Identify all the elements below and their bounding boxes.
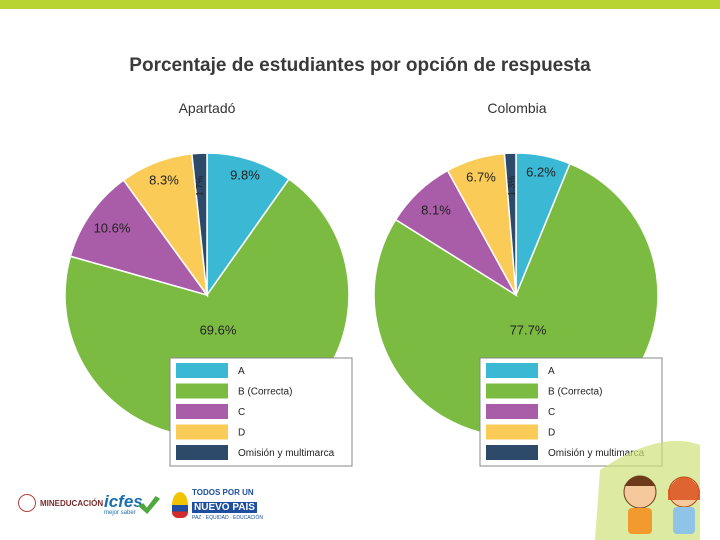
legend-label-c: C	[548, 407, 555, 418]
mineducacion-logo: MINEDUCACIÓN	[18, 494, 103, 512]
boy-hair-icon	[624, 476, 656, 486]
boy-shirt-icon	[628, 508, 652, 534]
legend-label-b-correcta: B (Correcta)	[238, 387, 292, 398]
girl-hair-icon	[668, 477, 700, 500]
pie-chart-colombia: Colombia 6.2% 77.7% 8.1% 6.7% 1.3% A B (Correct…	[373, 100, 663, 467]
top-accent-stripe	[0, 0, 720, 9]
icfes-logo: icfes mejor saber	[104, 492, 160, 516]
icfes-label: icfes	[104, 492, 143, 511]
data-label-b-correcta: 77.7%	[510, 322, 547, 337]
mineducacion-label: MINEDUCACIÓN	[40, 498, 104, 508]
legend-label-omision-y-multimarca: Omisión y multimarca	[548, 448, 645, 459]
legend-swatch-d	[486, 424, 538, 440]
girl-dress-icon	[673, 507, 695, 534]
data-label-b-correcta: 69.6%	[200, 322, 237, 337]
legend-label-d: D	[548, 428, 555, 439]
legend-swatch-c	[486, 404, 538, 419]
legend-label-a: A	[548, 366, 555, 377]
pie-slice-omision-y-multimarca	[191, 152, 208, 296]
pie-slice-a	[206, 152, 291, 298]
legend-swatch-a	[486, 363, 538, 378]
legend-label-b-correcta: B (Correcta)	[548, 387, 602, 398]
legend-label-a: A	[238, 366, 245, 377]
pais-line3: PAZ · EQUIDAD · EDUCACIÓN	[192, 515, 264, 521]
legend-label-d: D	[238, 428, 245, 439]
kids-illustration	[595, 440, 700, 540]
legend-swatch-b-correcta	[176, 383, 228, 399]
pie-chart-apartado: Apartadó 9.8% 69.6% 10.6% 8.3% 1.7% A B (Correc…	[64, 100, 353, 467]
pie-title: Colombia	[487, 100, 546, 116]
legend-swatch-a	[176, 363, 228, 378]
legend-swatch-b-correcta	[486, 383, 538, 399]
data-label-c: 8.1%	[421, 202, 451, 217]
legend-swatch-omision-y-multimarca	[486, 445, 538, 460]
legend-swatch-omision-y-multimarca	[176, 445, 228, 460]
legend-swatch-c	[176, 404, 228, 419]
legend-label-c: C	[238, 407, 245, 418]
legend: A B (Correcta) CD Omisión y multimarca	[479, 357, 663, 467]
coat-of-arms-icon	[18, 494, 36, 512]
nuevo-pais-logo: TODOS POR UN NUEVO PAÍS PAZ · EQUIDAD · …	[172, 488, 263, 521]
pais-line1: TODOS POR UN	[192, 488, 254, 497]
legend-swatch-d	[176, 424, 228, 440]
pie-slice-omision-y-multimarca	[503, 152, 517, 296]
pie-slice-c	[69, 179, 209, 297]
data-label-d: 6.7%	[466, 169, 496, 184]
icfes-subtitle: mejor saber	[104, 510, 136, 516]
slide-title: Porcentaje de estudiantes por opción de …	[129, 55, 591, 76]
data-label-a: 6.2%	[526, 164, 556, 179]
data-label-c: 10.6%	[94, 220, 131, 235]
data-label-a: 9.8%	[230, 167, 260, 182]
flag-icon	[172, 491, 188, 518]
pie-title: Apartadó	[179, 100, 236, 116]
pais-line2: NUEVO PAÍS	[192, 502, 257, 513]
data-label-d: 8.3%	[149, 172, 179, 187]
legend-label-omision-y-multimarca: Omisión y multimarca	[238, 448, 335, 459]
data-label-omision-y-multimarca: 1.3%	[506, 176, 516, 197]
data-label-omision-y-multimarca: 1.7%	[194, 176, 204, 197]
legend: A B (Correcta) CD Omisión y multimarca	[169, 357, 353, 467]
